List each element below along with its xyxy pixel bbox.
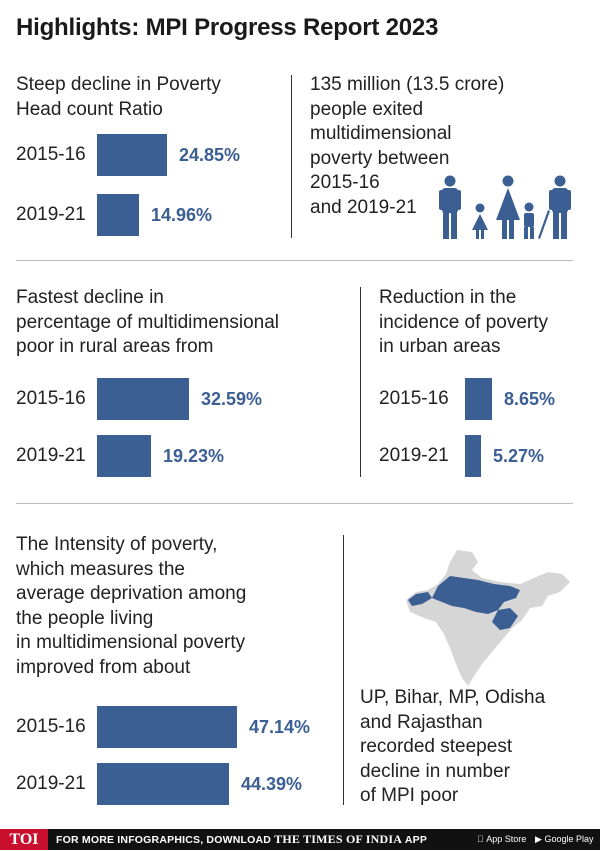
footer-brand: THE TIMES OF INDIA [274,832,403,846]
bar [97,706,237,748]
rural-description: Fastest decline in percentage of multidi… [16,286,279,360]
urban-line: in urban areas [379,336,501,357]
year-label: 2015-16 [16,716,86,737]
value-label: 8.65% [504,389,556,409]
exited-line: people exited [310,98,424,120]
bar [97,378,189,420]
app-store-badge[interactable]:  App Store [477,829,526,850]
intensity-line: the people living [16,607,154,629]
exited-line: and 2019-21 [310,196,417,218]
play-icon: ▶ [535,834,542,844]
hcr-line: Steep decline in Poverty [16,74,221,95]
year-label: 2019-21 [16,204,86,225]
states-description: UP, Bihar, MP, Odisha and Rajasthan reco… [360,686,545,809]
family-icon [439,175,571,239]
states-line: and Rajasthan [360,711,483,733]
exited-line: poverty between [310,147,450,169]
urban-line: Reduction in the [379,287,517,308]
intensity-line: in multidimensional poverty [16,632,246,653]
bar [97,134,167,176]
divider-horizontal [16,260,573,261]
hcr-line: Head count Ratio [16,98,163,120]
divider-vertical [291,75,292,238]
intensity-description: The Intensity of poverty, which measures… [16,533,246,680]
year-label: 2019-21 [16,773,86,794]
states-line: UP, Bihar, MP, Odisha [360,687,546,708]
toi-logo: TOI [0,829,48,850]
states-line: recorded steepest [360,736,513,757]
bar [97,763,229,805]
footer-app: APP [404,834,428,846]
footer-banner: TOI FOR MORE INFOGRAPHICS, DOWNLOAD THE … [0,829,600,850]
intensity-line: which measures the [16,558,185,580]
value-label: 32.59% [201,389,263,409]
footer-text: FOR MORE INFOGRAPHICS, DOWNLOAD THE TIME… [56,829,427,851]
bar [465,378,492,420]
exited-line: 2015-16 [310,172,380,193]
year-label: 2015-16 [16,388,86,409]
value-label: 24.85% [179,145,241,165]
value-label: 5.27% [493,446,545,466]
value-label: 19.23% [163,446,225,466]
intensity-line: average deprivation among [16,583,247,604]
intensity-line: improved from about [16,656,191,678]
exited-description: 135 million (13.5 crore) people exited m… [310,73,504,220]
year-label: 2015-16 [16,144,86,165]
rural-line: Fastest decline in [16,287,164,308]
apple-icon:  [477,834,484,844]
bar [97,194,139,236]
divider-horizontal [16,503,573,504]
app-store-label: App Store [477,834,526,844]
exited-line: 135 million (13.5 crore) [310,74,505,95]
footer-cta: FOR MORE INFOGRAPHICS, DOWNLOAD [56,834,272,846]
rural-line: poor in rural areas from [16,336,214,357]
google-play-label: Google Play [544,834,594,844]
divider-vertical [360,287,361,477]
states-line: of MPI poor [360,785,459,806]
rural-line: percentage of multidimensional [16,311,279,333]
value-label: 47.14% [249,717,311,737]
exited-line: multidimensional [310,123,452,144]
india-map-icon [406,550,570,686]
bar [97,435,151,477]
intensity-line: The Intensity of poverty, [16,534,218,555]
hcr-description: Steep decline in Poverty Head count Rati… [16,73,221,122]
value-label: 14.96% [151,205,213,225]
urban-description: Reduction in the incidence of poverty in… [379,286,548,360]
year-label: 2015-16 [379,388,449,409]
divider-vertical [343,535,344,805]
urban-line: incidence of poverty [379,311,548,333]
page-title: Highlights: MPI Progress Report 2023 [16,14,439,41]
value-label: 44.39% [241,774,303,794]
states-line: decline in number [360,760,510,782]
google-play-badge[interactable]: ▶ Google Play [535,829,593,850]
bar [465,435,481,477]
year-label: 2019-21 [16,445,86,466]
year-label: 2019-21 [379,445,449,466]
